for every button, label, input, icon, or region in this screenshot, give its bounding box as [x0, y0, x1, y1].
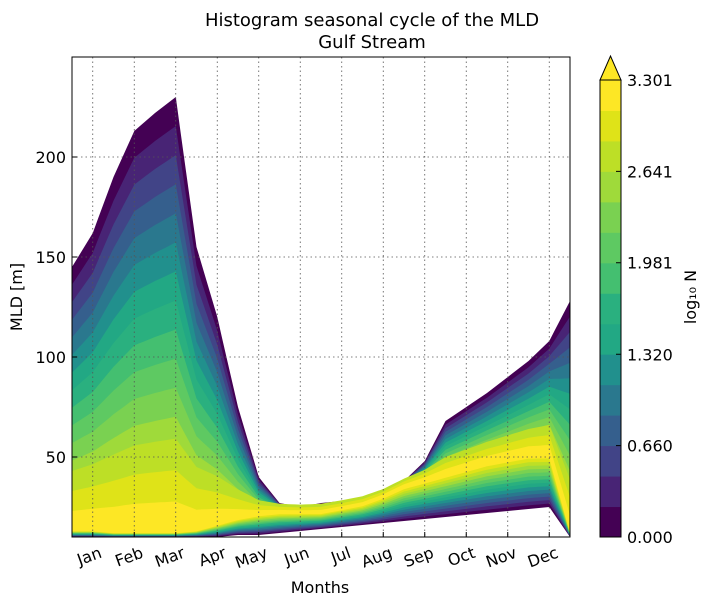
- colorbar-tick-label: 1.320: [627, 345, 673, 364]
- y-axis-label: MLD [m]: [7, 263, 26, 331]
- colorbar-swatch: [600, 201, 621, 233]
- colorbar: 0.000 0.660 1.320 1.981 2.641 3.301: [599, 54, 673, 547]
- x-tick-label: Jan: [73, 543, 104, 570]
- density-band-13: [72, 435, 570, 534]
- colorbar-swatch: [600, 323, 621, 355]
- colorbar-swatch: [600, 293, 621, 325]
- colorbar-swatch: [600, 232, 621, 264]
- x-axis-label: Months: [291, 578, 349, 597]
- colorbar-swatch: [600, 80, 621, 111]
- colorbar-swatch: [600, 262, 621, 294]
- y-tick-label: 200: [35, 148, 66, 167]
- colorbar-tick-label: 2.641: [627, 162, 673, 181]
- y-tick-label: 150: [35, 248, 66, 267]
- colorbar-tick-label: 3.301: [627, 71, 673, 90]
- colorbar-swatch: [600, 445, 621, 477]
- plot-frame: [71, 56, 571, 538]
- grid-lines: [72, 57, 570, 537]
- x-tick-label: Dec: [525, 543, 561, 571]
- x-tick-label: Nov: [483, 543, 519, 572]
- colorbar-label: log₁₀ N: [681, 270, 700, 324]
- colorbar-tick-label: 0.000: [627, 528, 673, 547]
- colorbar-tick-label: 0.660: [627, 437, 673, 456]
- colorbar-swatch: [600, 354, 621, 386]
- x-tick-label: Aug: [359, 543, 395, 572]
- colorbar-swatch: [600, 140, 621, 172]
- density-band-14: [72, 445, 570, 534]
- x-tick-label: Apr: [196, 543, 229, 570]
- colorbar-swatch: [600, 415, 621, 447]
- colorbar-swatch: [600, 171, 621, 203]
- x-tick-label: May: [233, 543, 271, 572]
- x-tick-label: Mar: [152, 543, 187, 571]
- y-axis-ticks: 50 100 150 200: [35, 148, 77, 467]
- colorbar-swatches: [599, 54, 622, 538]
- x-tick-label: Jun: [281, 543, 312, 570]
- colorbar-swatch: [600, 110, 621, 142]
- colorbar-ticks: 0.000 0.660 1.320 1.981 2.641 3.301: [616, 71, 673, 547]
- colorbar-swatch: [600, 384, 621, 416]
- chart-subtitle: Gulf Stream: [318, 32, 426, 53]
- colorbar-swatch: [600, 506, 621, 538]
- colorbar-tick-label: 1.981: [627, 254, 673, 273]
- colorbar-swatch: [600, 476, 621, 508]
- colorbar-extend-arrow: [599, 54, 622, 81]
- density-contours: [72, 97, 570, 537]
- x-tick-label: Jul: [328, 543, 354, 568]
- x-tick-label: Feb: [112, 543, 145, 571]
- x-tick-label: Oct: [445, 543, 478, 570]
- x-tick-label: Sep: [401, 543, 436, 571]
- x-axis-ticks: Jan Feb Mar Apr May Jun Jul Aug Sep Oct Nov Dec: [73, 532, 561, 572]
- plot-area: [71, 56, 571, 538]
- chart-title: Histogram seasonal cycle of the MLD: [205, 10, 539, 31]
- y-tick-label: 100: [35, 348, 66, 367]
- y-tick-label: 50: [46, 448, 66, 467]
- colorbar-frame: [599, 79, 622, 538]
